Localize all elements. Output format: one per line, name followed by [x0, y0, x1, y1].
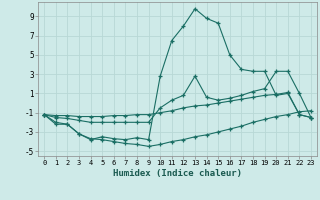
- X-axis label: Humidex (Indice chaleur): Humidex (Indice chaleur): [113, 169, 242, 178]
